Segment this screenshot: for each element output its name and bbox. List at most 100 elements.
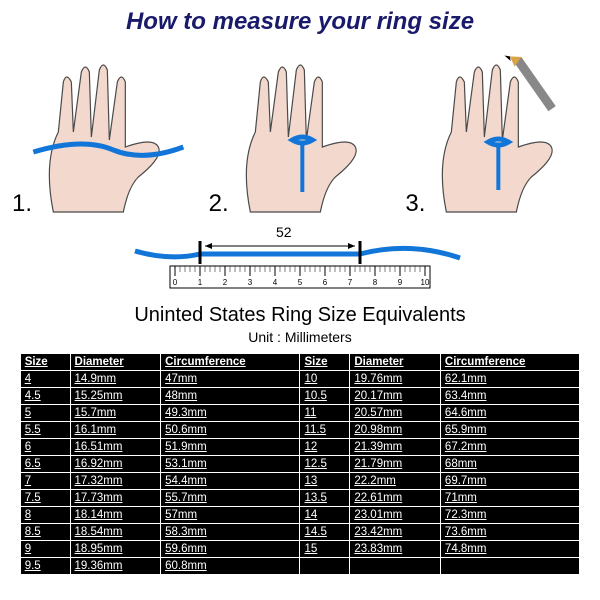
table-cell: 4.5 — [20, 388, 70, 405]
table-cell: 21.79mm — [350, 456, 441, 473]
table-cell: 23.01mm — [350, 507, 441, 524]
table-cell: 22.2mm — [350, 473, 441, 490]
table-row: 5.516.1mm50.6mm11.520.98mm65.9mm — [20, 422, 580, 439]
table-cell: 18.95mm — [70, 541, 161, 558]
hand-icon-2 — [205, 42, 396, 222]
table-row: 818.14mm57mm1423.01mm72.3mm — [20, 507, 580, 524]
table-cell: 17.32mm — [70, 473, 161, 490]
table-row: 8.518.54mm58.3mm14.523.42mm73.6mm — [20, 524, 580, 541]
svg-text:3: 3 — [248, 278, 253, 287]
svg-text:1: 1 — [198, 278, 203, 287]
table-cell: 62.1mm — [440, 371, 579, 388]
table-cell: 16.51mm — [70, 439, 161, 456]
table-cell: 21.39mm — [350, 439, 441, 456]
table-row: 515.7mm49.3mm1120.57mm64.6mm — [20, 405, 580, 422]
table-header-cell: Size — [300, 354, 350, 371]
svg-text:9: 9 — [398, 278, 403, 287]
table-cell: 10.5 — [300, 388, 350, 405]
table-cell: 22.61mm — [350, 490, 441, 507]
table-cell: 8 — [20, 507, 70, 524]
table-cell: 50.6mm — [161, 422, 300, 439]
table-row: 918.95mm59.6mm1523.83mm74.8mm — [20, 541, 580, 558]
step-2: 2. — [205, 42, 396, 222]
table-cell: 54.4mm — [161, 473, 300, 490]
table-unit: Unit : Millimeters — [8, 329, 592, 345]
step-2-label: 2. — [209, 190, 229, 218]
table-cell: 9.5 — [20, 558, 70, 575]
table-cell: 71mm — [440, 490, 579, 507]
table-cell: 14.9mm — [70, 371, 161, 388]
table-row: 7.517.73mm55.7mm13.522.61mm71mm — [20, 490, 580, 507]
svg-text:0: 0 — [173, 278, 178, 287]
table-cell: 4 — [20, 371, 70, 388]
table-cell: 15.7mm — [70, 405, 161, 422]
table-row: 6.516.92mm53.1mm12.521.79mm68mm — [20, 456, 580, 473]
table-cell: 7 — [20, 473, 70, 490]
hand-icon-3 — [401, 42, 592, 222]
svg-text:4: 4 — [273, 278, 278, 287]
table-cell: 59.6mm — [161, 541, 300, 558]
table-cell: 20.57mm — [350, 405, 441, 422]
table-cell: 19.36mm — [70, 558, 161, 575]
table-cell — [300, 558, 350, 575]
table-cell: 11 — [300, 405, 350, 422]
size-table: SizeDiameterCircumferenceSizeDiameterCir… — [20, 353, 581, 575]
table-row: 414.9mm47mm1019.76mm62.1mm — [20, 371, 580, 388]
table-cell: 7.5 — [20, 490, 70, 507]
table-cell: 53.1mm — [161, 456, 300, 473]
table-cell: 72.3mm — [440, 507, 579, 524]
svg-text:6: 6 — [323, 278, 328, 287]
table-cell: 9 — [20, 541, 70, 558]
svg-text:5: 5 — [298, 278, 303, 287]
table-cell: 20.98mm — [350, 422, 441, 439]
table-cell: 11.5 — [300, 422, 350, 439]
table-cell: 49.3mm — [161, 405, 300, 422]
table-cell: 15 — [300, 541, 350, 558]
table-cell: 14.5 — [300, 524, 350, 541]
table-header-cell: Circumference — [440, 354, 579, 371]
table-cell: 58.3mm — [161, 524, 300, 541]
table-cell: 8.5 — [20, 524, 70, 541]
table-cell — [350, 558, 441, 575]
table-row: 9.519.36mm60.8mm — [20, 558, 580, 575]
table-cell: 6 — [20, 439, 70, 456]
table-cell: 23.83mm — [350, 541, 441, 558]
table-cell: 23.42mm — [350, 524, 441, 541]
step-1: 1. — [8, 42, 199, 222]
table-cell: 19.76mm — [350, 371, 441, 388]
table-cell: 16.1mm — [70, 422, 161, 439]
steps-row: 1. 2. 3. — [8, 42, 592, 222]
table-row: 616.51mm51.9mm1221.39mm67.2mm — [20, 439, 580, 456]
table-cell: 12.5 — [300, 456, 350, 473]
table-header-cell: Diameter — [70, 354, 161, 371]
table-cell: 67.2mm — [440, 439, 579, 456]
ruler-area: 012345678910 52 — [8, 226, 592, 296]
table-cell: 63.4mm — [440, 388, 579, 405]
svg-text:8: 8 — [373, 278, 378, 287]
svg-text:2: 2 — [223, 278, 228, 287]
table-cell: 6.5 — [20, 456, 70, 473]
table-cell: 14 — [300, 507, 350, 524]
table-cell — [440, 558, 579, 575]
table-cell: 10 — [300, 371, 350, 388]
table-cell: 13.5 — [300, 490, 350, 507]
table-cell: 18.14mm — [70, 507, 161, 524]
step-1-label: 1. — [12, 190, 32, 218]
table-cell: 73.6mm — [440, 524, 579, 541]
table-cell: 5 — [20, 405, 70, 422]
ruler-icon: 012345678910 — [130, 226, 470, 296]
hand-icon-1 — [8, 42, 199, 222]
table-cell: 69.7mm — [440, 473, 579, 490]
table-cell: 18.54mm — [70, 524, 161, 541]
table-cell: 20.17mm — [350, 388, 441, 405]
table-row: 717.32mm54.4mm1322.2mm69.7mm — [20, 473, 580, 490]
table-cell: 51.9mm — [161, 439, 300, 456]
table-header-cell: Size — [20, 354, 70, 371]
table-cell: 68mm — [440, 456, 579, 473]
table-cell: 48mm — [161, 388, 300, 405]
table-header-row: SizeDiameterCircumferenceSizeDiameterCir… — [20, 354, 580, 371]
ruler-measurement: 52 — [276, 224, 292, 240]
table-cell: 17.73mm — [70, 490, 161, 507]
table-header-cell: Diameter — [350, 354, 441, 371]
svg-text:7: 7 — [348, 278, 353, 287]
